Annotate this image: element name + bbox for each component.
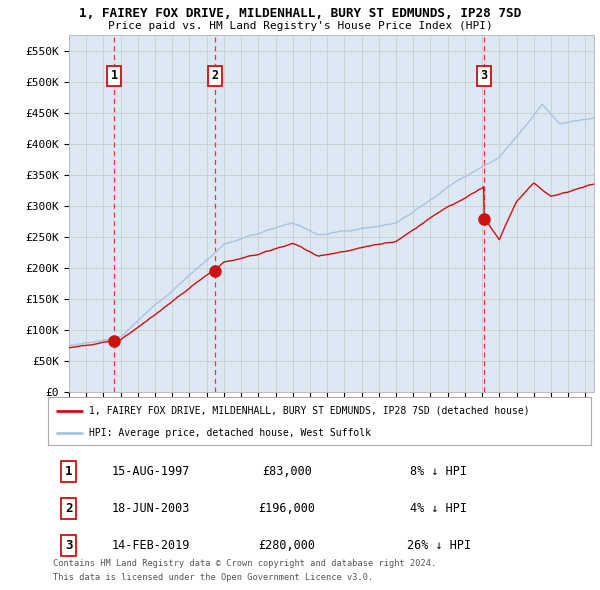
- Text: £83,000: £83,000: [262, 465, 312, 478]
- Text: 3: 3: [65, 539, 73, 552]
- Text: Price paid vs. HM Land Registry's House Price Index (HPI): Price paid vs. HM Land Registry's House …: [107, 21, 493, 31]
- Text: 1, FAIREY FOX DRIVE, MILDENHALL, BURY ST EDMUNDS, IP28 7SD (detached house): 1, FAIREY FOX DRIVE, MILDENHALL, BURY ST…: [89, 405, 529, 415]
- Text: £280,000: £280,000: [259, 539, 316, 552]
- Text: 26% ↓ HPI: 26% ↓ HPI: [407, 539, 471, 552]
- Text: 1, FAIREY FOX DRIVE, MILDENHALL, BURY ST EDMUNDS, IP28 7SD: 1, FAIREY FOX DRIVE, MILDENHALL, BURY ST…: [79, 7, 521, 20]
- Text: 18-JUN-2003: 18-JUN-2003: [112, 502, 190, 514]
- Text: 4% ↓ HPI: 4% ↓ HPI: [410, 502, 467, 514]
- Text: HPI: Average price, detached house, West Suffolk: HPI: Average price, detached house, West…: [89, 428, 371, 438]
- Text: This data is licensed under the Open Government Licence v3.0.: This data is licensed under the Open Gov…: [53, 573, 374, 582]
- Text: 2: 2: [65, 502, 73, 514]
- Text: 2: 2: [211, 69, 218, 82]
- Text: 3: 3: [481, 69, 488, 82]
- Text: 1: 1: [110, 69, 118, 82]
- Text: 8% ↓ HPI: 8% ↓ HPI: [410, 465, 467, 478]
- Text: 15-AUG-1997: 15-AUG-1997: [112, 465, 190, 478]
- Text: 14-FEB-2019: 14-FEB-2019: [112, 539, 190, 552]
- Text: £196,000: £196,000: [259, 502, 316, 514]
- Text: 1: 1: [65, 465, 73, 478]
- Text: Contains HM Land Registry data © Crown copyright and database right 2024.: Contains HM Land Registry data © Crown c…: [53, 559, 437, 568]
